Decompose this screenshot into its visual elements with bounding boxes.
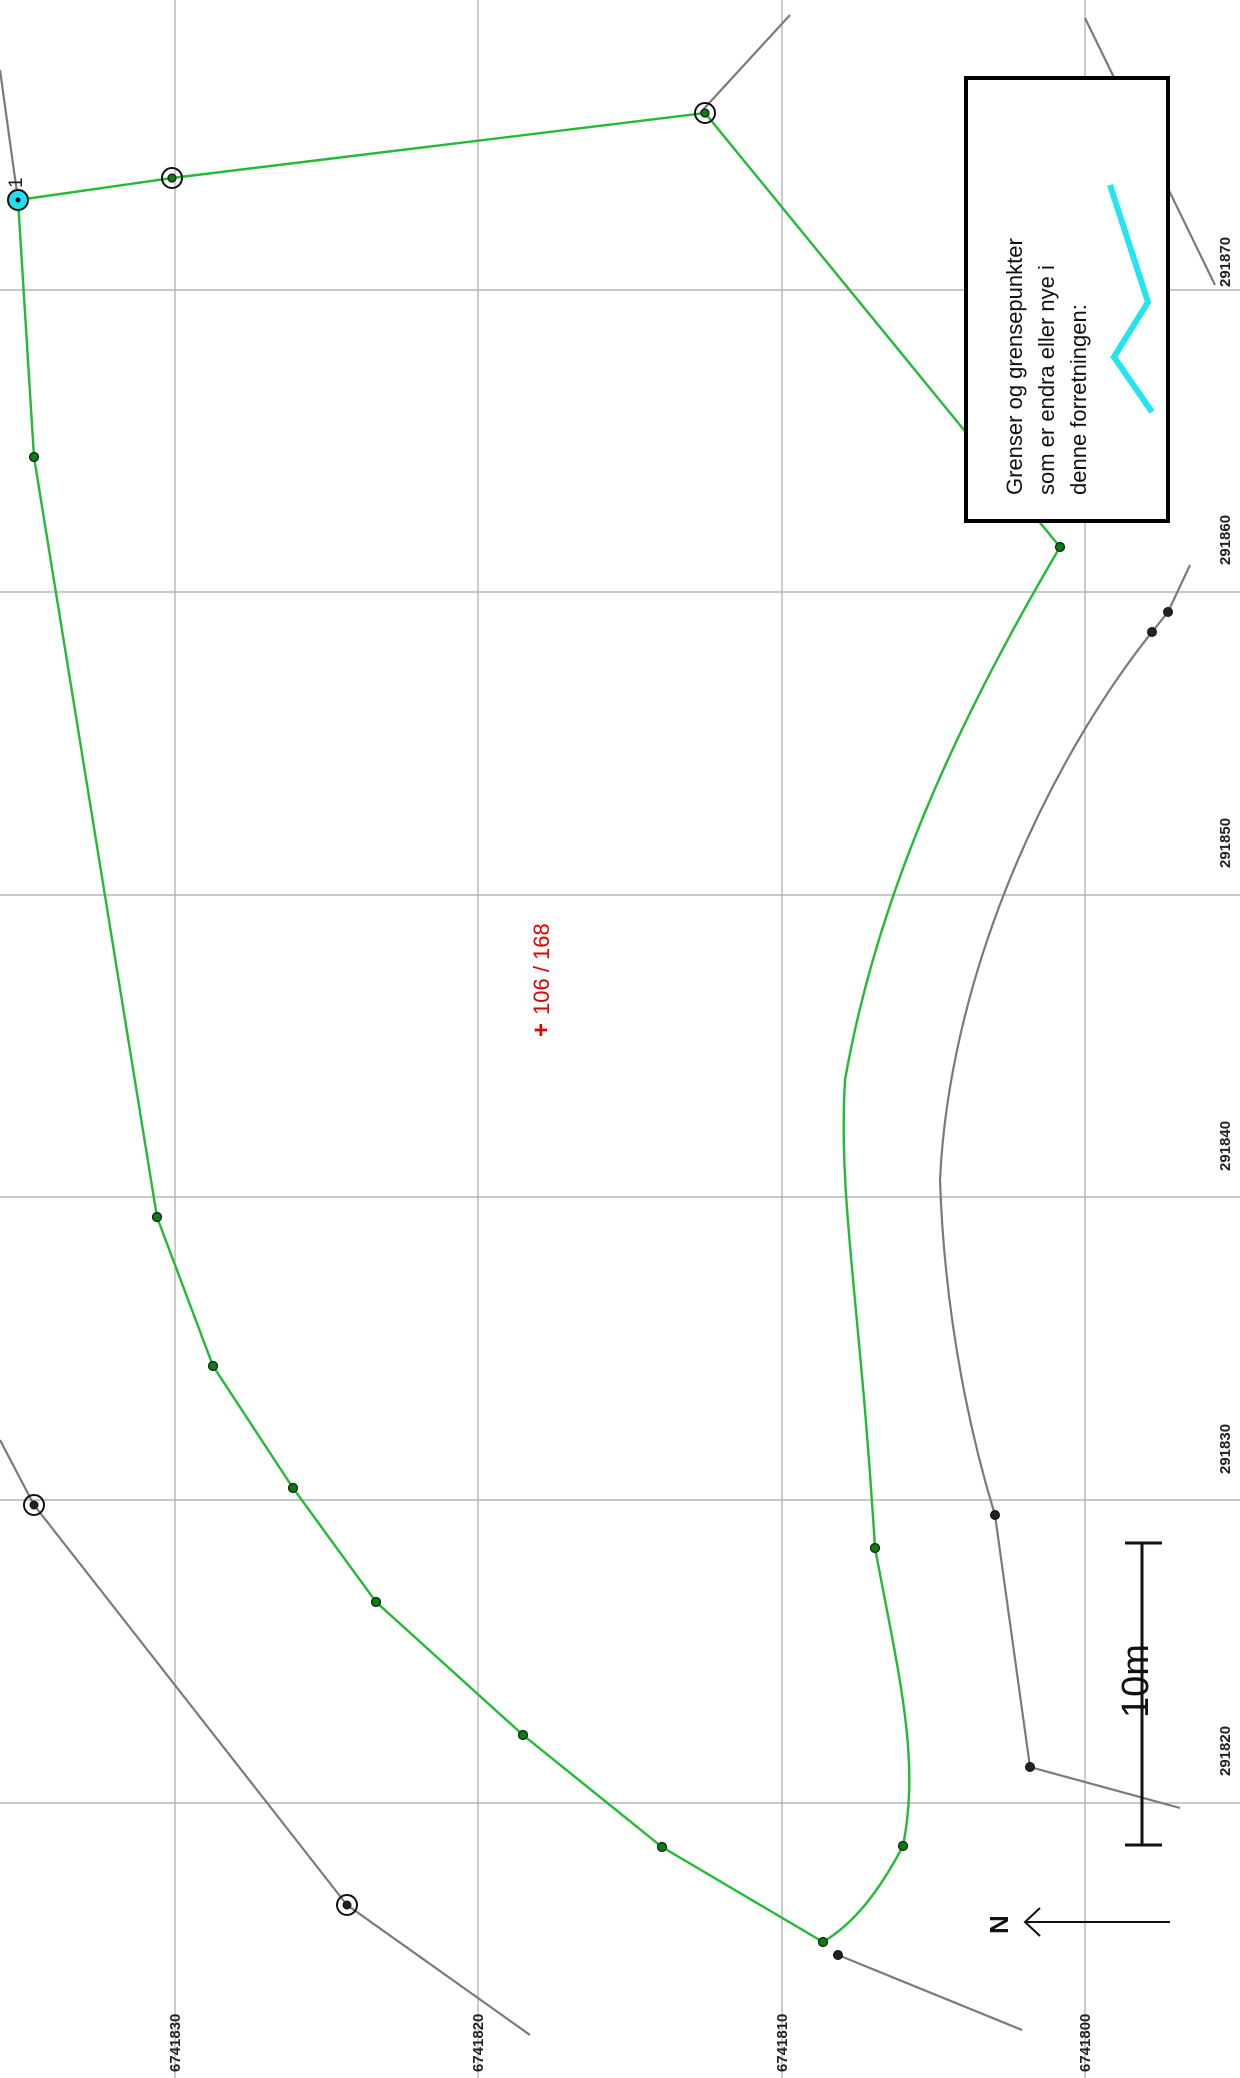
north-arrow: N bbox=[984, 1907, 1170, 1937]
grid-label-x: 291850 bbox=[1217, 818, 1234, 868]
north-label: N bbox=[984, 1915, 1014, 1934]
new-point-marker: 1 bbox=[6, 177, 29, 211]
grid-label-y: 6741820 bbox=[470, 2014, 487, 2072]
parcel-label: + 106 / 168 bbox=[528, 923, 555, 1037]
grid-label-y: 6741800 bbox=[1077, 2014, 1094, 2072]
parcel-marker-cross: + bbox=[528, 1023, 555, 1037]
legend-line: som er endra eller nye i bbox=[1034, 265, 1059, 495]
scale-bar: 10m bbox=[1115, 1541, 1162, 1847]
legend-line: denne forretningen: bbox=[1066, 304, 1091, 495]
grid-label-x: 291820 bbox=[1217, 1726, 1234, 1776]
parcel-boundary-new bbox=[16, 108, 1066, 1948]
grid-labels-x: 291820 291830 291840 291850 291860 29187… bbox=[1217, 237, 1234, 1776]
point-number-label: 1 bbox=[6, 177, 27, 188]
grid-label-y: 6741830 bbox=[167, 2014, 184, 2072]
grid-label-y: 6741810 bbox=[774, 2014, 791, 2072]
scale-label: 10m bbox=[1115, 1644, 1157, 1718]
ringed-boundary-markers bbox=[23, 102, 716, 1916]
legend-box: Grenser og grensepunkter som er endra el… bbox=[964, 76, 1170, 523]
legend-boundary-symbol bbox=[1107, 184, 1155, 414]
grid-label-x: 291860 bbox=[1217, 515, 1234, 565]
grid-label-x: 291830 bbox=[1217, 1424, 1234, 1474]
grid-label-x: 291870 bbox=[1217, 237, 1234, 287]
grid-labels-y: 6741830 6741820 6741810 6741800 bbox=[167, 2014, 1094, 2072]
legend-line: Grenser og grensepunkter bbox=[1002, 238, 1027, 495]
parcel-number-text: 106 / 168 bbox=[529, 923, 554, 1015]
grid-label-x: 291840 bbox=[1217, 1121, 1234, 1171]
